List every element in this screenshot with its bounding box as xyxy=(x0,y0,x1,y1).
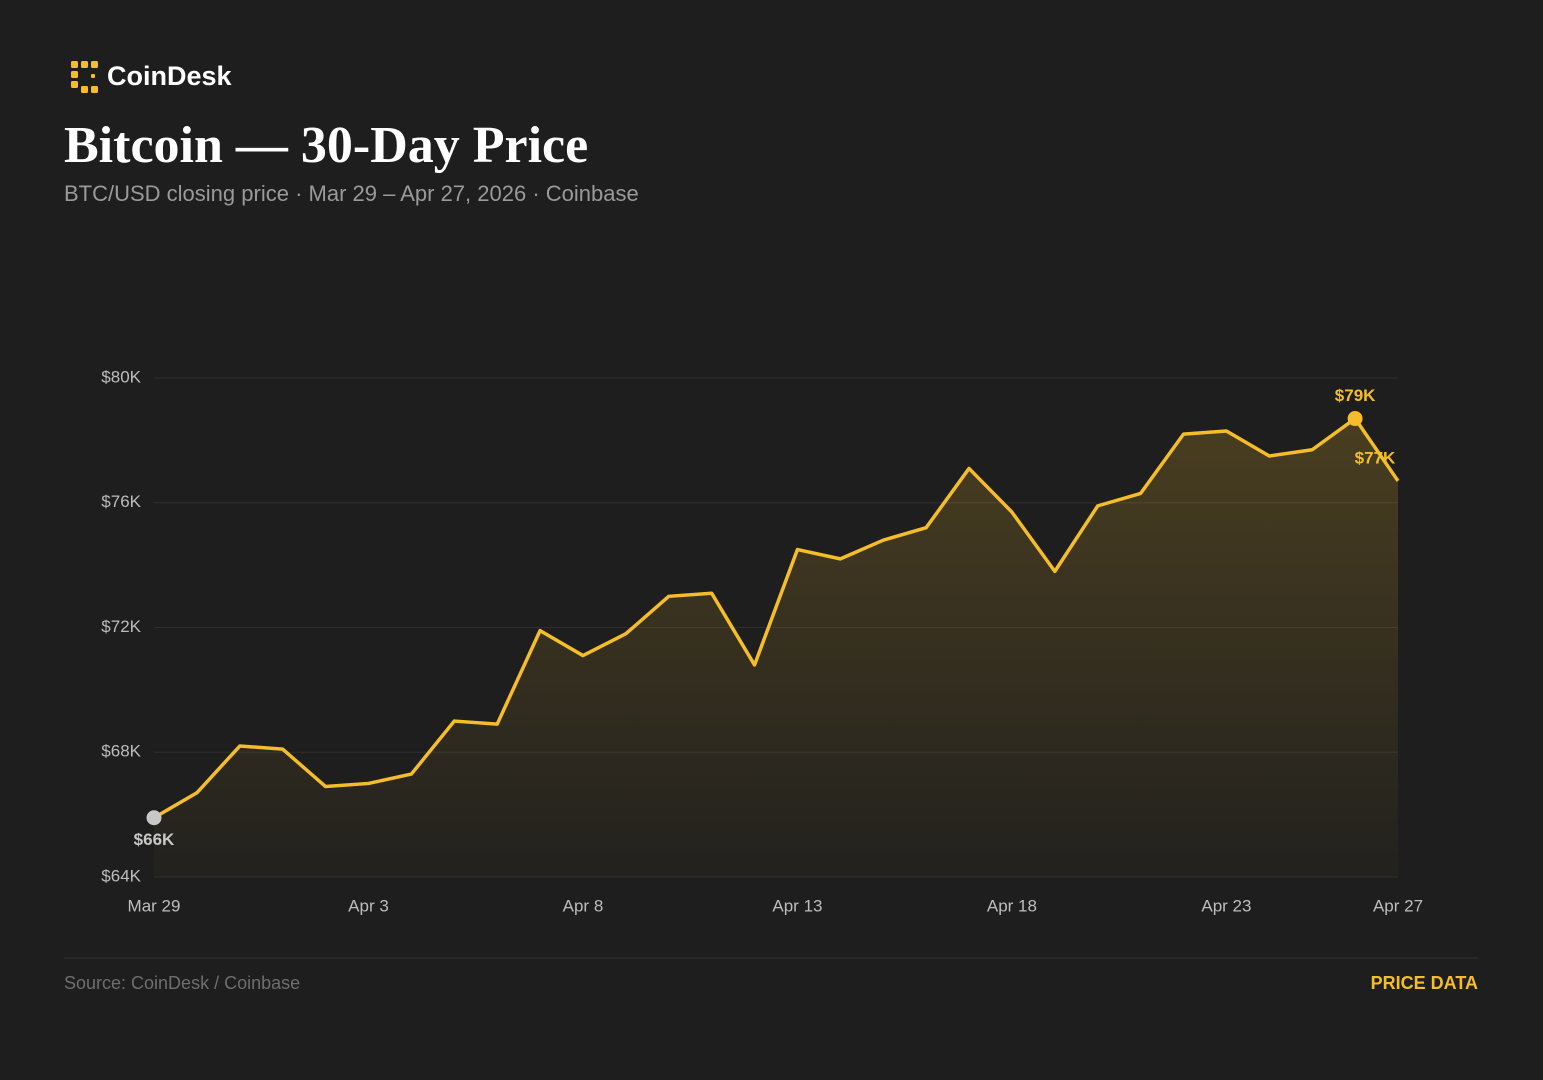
x-tick-label: Apr 27 xyxy=(1373,896,1423,915)
price-line xyxy=(153,416,1400,820)
y-tick-label: $68K xyxy=(101,742,141,761)
x-tick-label: Apr 8 xyxy=(563,896,604,915)
plot: $64K $68K $72K $76K $80K Mar 29 Apr 3 Apr 8 Apr … xyxy=(101,367,1423,915)
y-tick-label: $76K xyxy=(101,492,141,511)
area xyxy=(154,418,1398,877)
x-tick-label: Apr 23 xyxy=(1201,896,1251,915)
x-tick-label: Mar 29 xyxy=(128,896,181,915)
value-label: $77K xyxy=(1355,448,1396,467)
y-tick-label: $64K xyxy=(101,866,141,885)
point-marker xyxy=(1347,411,1363,427)
subtitle: BTC/USD closing price · Mar 29 – Apr 27,… xyxy=(64,181,639,206)
value-label: $66K xyxy=(134,830,175,849)
source: Source: CoinDesk / Coinbase xyxy=(64,973,300,993)
chart-title: Bitcoin — 30-Day Price xyxy=(64,117,588,174)
y-tick-label: $80K xyxy=(101,367,141,386)
tag: PRICE DATA xyxy=(1371,973,1478,993)
brand: CoinDesk xyxy=(107,61,233,91)
value-label: $79K xyxy=(1335,386,1376,405)
x-tick-label: Apr 3 xyxy=(348,896,389,915)
x-tick-label: Apr 18 xyxy=(987,896,1037,915)
x-tick-label: Apr 13 xyxy=(772,896,822,915)
logo-icon xyxy=(71,61,98,93)
point-marker xyxy=(146,810,162,826)
y-tick-label: $72K xyxy=(101,617,141,636)
